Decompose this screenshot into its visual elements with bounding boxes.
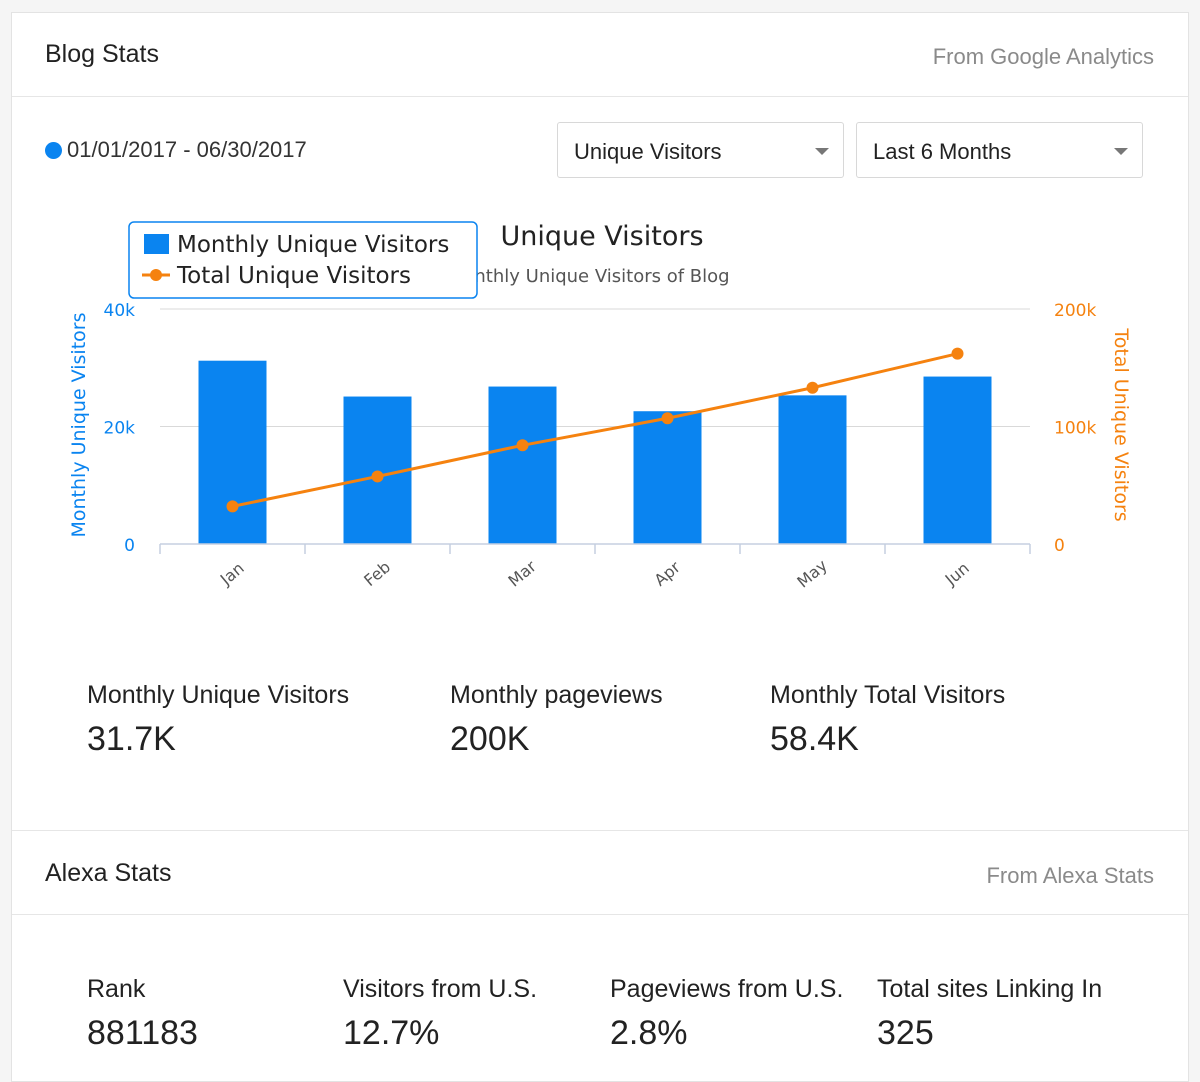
- x-tick-label: Mar: [505, 556, 541, 590]
- point-may[interactable]: [806, 381, 819, 394]
- stat-alexa-us-visitors: Visitors from U.S. 12.7%: [343, 975, 537, 1053]
- point-apr[interactable]: [661, 412, 674, 425]
- stat-alexa-linking-in: Total sites Linking In 325: [877, 975, 1102, 1053]
- stat-value: 2.8%: [610, 1014, 688, 1052]
- stat-value: 200K: [450, 720, 530, 758]
- stat-label: Pageviews from U.S.: [610, 975, 844, 1003]
- stat-label: Rank: [87, 975, 146, 1003]
- chevron-down-icon: [815, 148, 829, 155]
- x-tick-label: Apr: [650, 557, 684, 590]
- date-range-dot-icon: [45, 141, 62, 159]
- section-divider: [12, 830, 1188, 831]
- stat-alexa-us-pageviews: Pageviews from U.S. 2.8%: [610, 975, 843, 1053]
- y2-tick-label: 100k: [1054, 419, 1096, 439]
- stat-label: Total sites Linking In: [877, 975, 1103, 1003]
- stat-value: 31.7K: [87, 720, 176, 758]
- metric-select-value: Unique Visitors: [574, 139, 722, 164]
- blog-stats-title: Blog Stats: [45, 40, 159, 68]
- chart-legend[interactable]: Monthly Unique Visitors Total Unique Vis…: [128, 221, 478, 299]
- y-tick-label: 40k: [104, 301, 136, 321]
- bar-apr[interactable]: [633, 411, 702, 544]
- bar-jan[interactable]: [198, 360, 267, 544]
- point-jun[interactable]: [951, 347, 964, 360]
- stat-label: Monthly Unique Visitors: [87, 681, 350, 709]
- y2-tick-label: 200k: [1054, 301, 1096, 321]
- unique-visitors-chart: 0 20k 40k 0 100k 200k Jan Feb Mar Apr May Jun Uniqu…: [68, 221, 1132, 592]
- stat-value: 58.4K: [770, 720, 859, 758]
- date-range: 01/01/2017 - 06/30/2017: [45, 137, 307, 163]
- period-select[interactable]: Last 6 Months: [856, 122, 1143, 178]
- chart-bars: [198, 360, 992, 544]
- bar-may[interactable]: [778, 395, 847, 544]
- legend-box: [128, 221, 478, 299]
- y2-tick-label: 0: [1054, 536, 1065, 556]
- legend-item-total[interactable]: Total Unique Visitors: [176, 263, 411, 289]
- legend-line-dot: [150, 269, 162, 281]
- chart-subtitle: nthly Unique Visitors of Blog: [474, 266, 729, 287]
- alexa-stats-title: Alexa Stats: [45, 859, 172, 887]
- date-range-text: 01/01/2017 - 06/30/2017: [67, 137, 307, 162]
- chart-line: [226, 347, 964, 513]
- x-tick-label: Feb: [360, 557, 394, 590]
- x-tick-label: May: [793, 556, 831, 592]
- bar-mar[interactable]: [488, 386, 557, 544]
- alexa-stats-source: From Alexa Stats: [986, 863, 1154, 888]
- chart-title: Unique Visitors: [500, 221, 703, 252]
- stat-monthly-pageviews: Monthly pageviews 200K: [450, 681, 663, 759]
- point-feb[interactable]: [371, 470, 384, 483]
- stat-monthly-unique: Monthly Unique Visitors 31.7K: [87, 681, 349, 759]
- stat-value: 881183: [87, 1014, 198, 1052]
- stat-value: 325: [877, 1014, 934, 1052]
- blog-stats-header: Blog Stats From Google Analytics: [12, 13, 1188, 97]
- stat-label: Monthly Total Visitors: [770, 681, 1006, 709]
- point-mar[interactable]: [516, 439, 529, 452]
- blog-stats-source: From Google Analytics: [932, 44, 1154, 69]
- stat-label: Visitors from U.S.: [343, 975, 538, 1003]
- total-visitors-line: [232, 352, 958, 508]
- stat-monthly-total: Monthly Total Visitors 58.4K: [770, 681, 1005, 759]
- legend-item-monthly[interactable]: Monthly Unique Visitors: [177, 232, 449, 258]
- chevron-down-icon: [1114, 148, 1128, 155]
- x-tick-label: Jun: [941, 558, 973, 589]
- x-tick-label: Jan: [216, 558, 248, 589]
- legend-bar-swatch: [144, 234, 169, 254]
- stat-alexa-rank: Rank 881183: [87, 975, 198, 1053]
- y-tick-label: 20k: [104, 419, 136, 439]
- y-tick-label: 0: [124, 536, 135, 556]
- chart-grid: [160, 308, 1030, 427]
- period-select-value: Last 6 Months: [873, 139, 1012, 164]
- stat-value: 12.7%: [343, 1014, 440, 1052]
- stat-label: Monthly pageviews: [450, 681, 663, 709]
- bar-jun[interactable]: [923, 376, 992, 544]
- metric-select[interactable]: Unique Visitors: [557, 122, 844, 178]
- point-jan[interactable]: [226, 500, 239, 513]
- alexa-stats-header: Alexa Stats From Alexa Stats: [12, 831, 1188, 915]
- y2-axis-label: Total Unique Visitors: [1110, 327, 1132, 521]
- y-axis-label: Monthly Unique Visitors: [68, 313, 90, 538]
- stats-card: Blog Stats From Google Analytics 01/01/2…: [11, 12, 1189, 1082]
